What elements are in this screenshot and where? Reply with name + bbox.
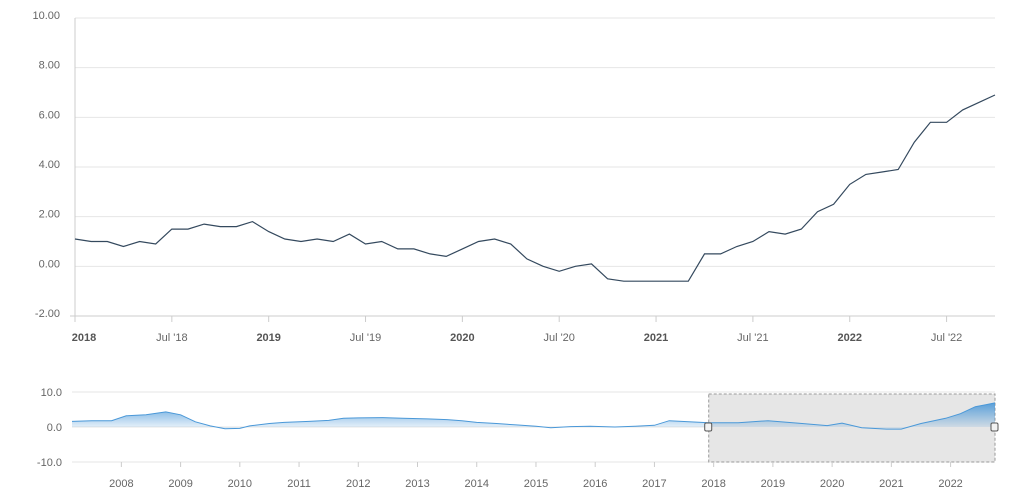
main-chart: 10.00 8.00 6.00 4.00 2.00 0.00 -2.00 2018 Jul '… — [32, 10, 996, 344]
navigator-chart[interactable]: 10.0 0.0 -10.0 2008 2009 2010 2011 2012 2013 201… — [37, 387, 999, 490]
navigator-series-line — [71, 402, 996, 430]
main-y-tick-label: 10.00 — [32, 10, 60, 22]
navigator-x-tick-label: 2012 — [346, 478, 370, 490]
navigator-x-tick-label: 2009 — [168, 478, 192, 490]
main-x-tick-label: 2022 — [837, 332, 861, 344]
navigator-x-tick-label: 2010 — [228, 478, 252, 490]
main-y-tick-label: 0.00 — [39, 258, 60, 270]
navigator-y-tick-label: 10.0 — [41, 387, 62, 399]
main-x-tick-label: 2018 — [72, 332, 96, 344]
navigator-x-tick-label: 2021 — [879, 478, 903, 490]
main-x-tick-label: 2019 — [256, 332, 280, 344]
main-x-tick-label: 2021 — [644, 332, 668, 344]
main-gridlines — [75, 17, 995, 317]
navigator-left-handle[interactable] — [704, 422, 713, 432]
navigator-x-tick-label: 2014 — [464, 478, 488, 490]
main-y-tick-label: -2.00 — [35, 308, 60, 320]
navigator-y-tick-label: 0.0 — [47, 422, 62, 434]
navigator-x-tick-label: 2013 — [405, 478, 429, 490]
main-y-tick-label: 6.00 — [39, 109, 60, 121]
navigator-x-tick-label: 2020 — [820, 478, 844, 490]
navigator-x-tick-label: 2019 — [761, 478, 785, 490]
navigator-y-tick-label: -10.0 — [37, 457, 62, 469]
navigator-x-tick-label: 2017 — [642, 478, 666, 490]
main-y-tick-label: 4.00 — [39, 159, 60, 171]
navigator-right-handle[interactable] — [990, 422, 999, 432]
main-x-tick-label: Jul '19 — [350, 332, 381, 344]
series-line — [74, 94, 996, 282]
navigator-y-axis: 10.0 0.0 -10.0 — [37, 387, 62, 469]
main-y-axis: 10.00 8.00 6.00 4.00 2.00 0.00 -2.00 — [32, 10, 60, 320]
main-x-tick-label: 2020 — [450, 332, 474, 344]
main-x-tick-label: Jul '20 — [543, 332, 574, 344]
navigator-x-tick-label: 2022 — [938, 478, 962, 490]
main-y-tick-label: 8.00 — [39, 60, 60, 72]
navigator-x-tick-label: 2018 — [701, 478, 725, 490]
main-y-tick-label: 2.00 — [39, 209, 60, 221]
navigator-x-tick-label: 2015 — [524, 478, 548, 490]
navigator-x-tick-label: 2008 — [109, 478, 133, 490]
main-x-axis: 2018 Jul '18 2019 Jul '19 2020 Jul '20 2021 Jul… — [72, 316, 962, 344]
navigator-x-tick-label: 2011 — [287, 478, 311, 490]
navigator-x-tick-label: 2016 — [583, 478, 607, 490]
navigator-x-axis: 2008 2009 2010 2011 2012 2013 2014 2015 2016 2017… — [109, 462, 963, 490]
navigator-selection-mask[interactable] — [708, 393, 996, 463]
main-x-tick-label: Jul '21 — [737, 332, 768, 344]
navigator-series-area — [72, 402, 995, 430]
main-x-tick-label: Jul '22 — [931, 332, 962, 344]
main-x-tick-label: Jul '18 — [156, 332, 187, 344]
